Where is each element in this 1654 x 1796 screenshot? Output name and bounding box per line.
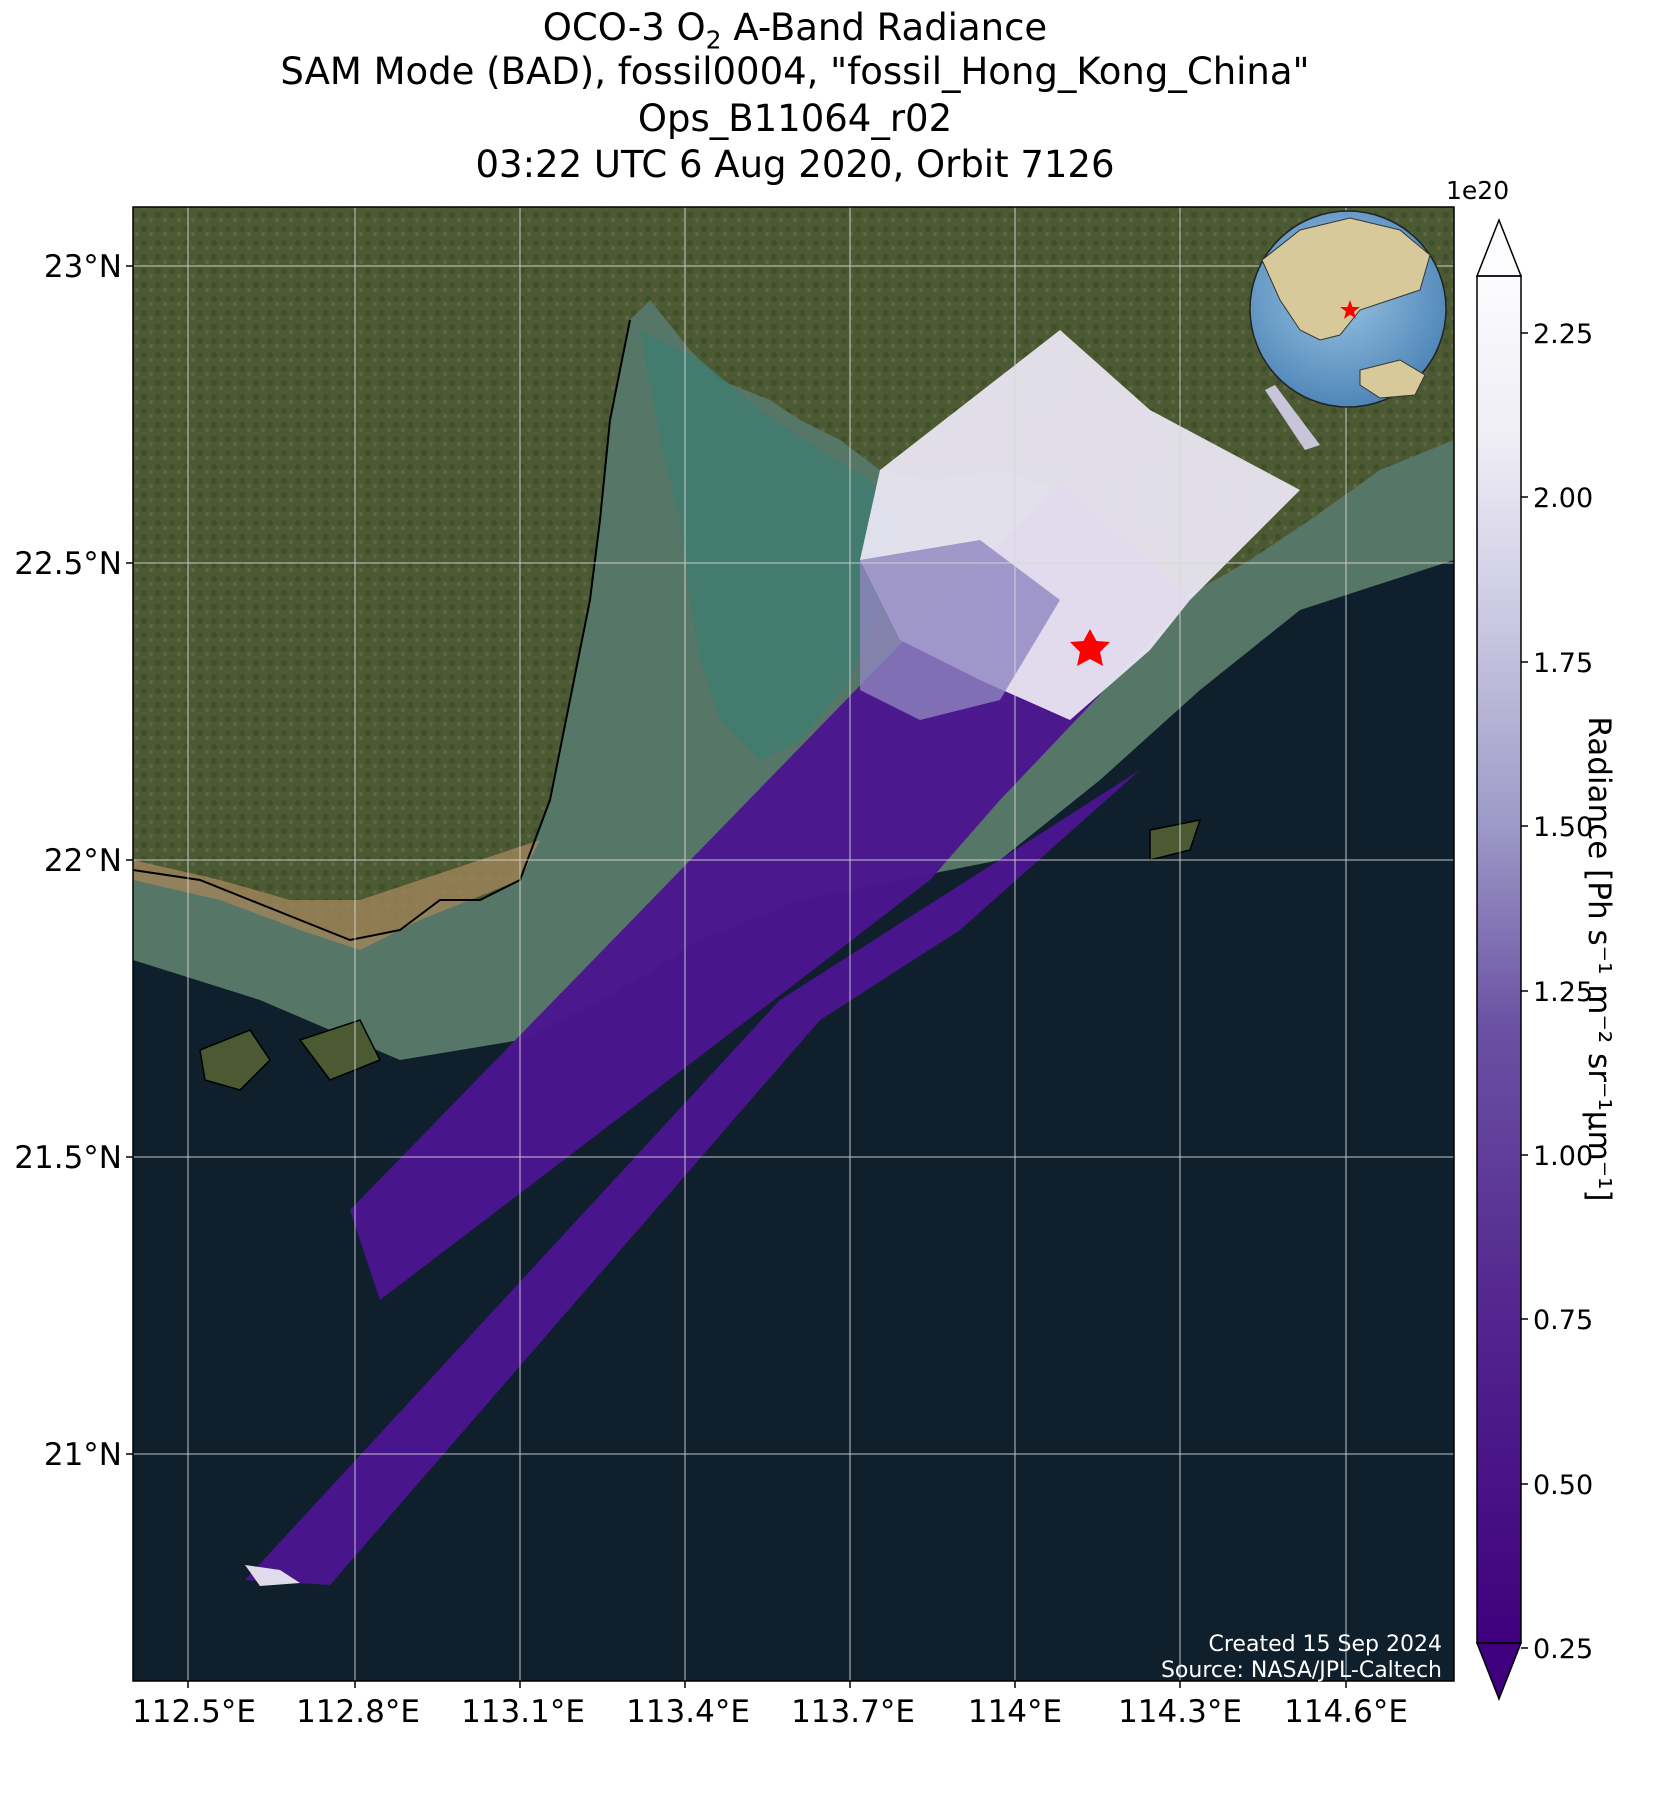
- created-note: Created 15 Sep 2024: [1208, 1632, 1443, 1657]
- colorbar-tick-label: 1.75: [1533, 648, 1593, 679]
- lon-tick-label: 112.5°E: [132, 1694, 256, 1730]
- colorbar-tick-label: 0.50: [1533, 1470, 1593, 1501]
- coastline: [133, 319, 631, 942]
- lat-tick-label: 21.5°N: [14, 1140, 122, 1176]
- lat-ticks: 23°N 22.5°N 22°N 21.5°N 21°N: [14, 249, 133, 1473]
- title-line-3: Ops_B11064_r02: [637, 97, 953, 140]
- lon-tick-label: 114.3°E: [1118, 1694, 1242, 1730]
- globe-star-icon: [1340, 300, 1360, 319]
- lon-ticks: 112.5°E 112.8°E 113.1°E 113.4°E 113.7°E …: [132, 1681, 1408, 1730]
- title-line-2: SAM Mode (BAD), fossil0004, "fossil_Hong…: [280, 50, 1310, 93]
- lon-tick-label: 113.1°E: [461, 1694, 585, 1730]
- colorbar-tick-label: 1.50: [1533, 812, 1593, 843]
- title-line-1: OCO-3 O2 A-Band Radiance: [542, 6, 1048, 55]
- lat-tick-label: 22.5°N: [14, 546, 122, 582]
- radiance-swaths: [245, 330, 1320, 1586]
- lat-tick-label: 22°N: [44, 843, 122, 879]
- title-line-4: 03:22 UTC 6 Aug 2020, Orbit 7126: [475, 143, 1115, 186]
- lat-tick-label: 21°N: [44, 1437, 122, 1473]
- globe-land-australia: [1359, 359, 1426, 399]
- lon-tick-label: 114°E: [968, 1694, 1062, 1730]
- globe-land: [1261, 217, 1431, 341]
- lon-tick-label: 114.6°E: [1284, 1694, 1408, 1730]
- graticule: [133, 207, 1454, 1681]
- swath-2: [245, 770, 1140, 1585]
- target-star-icon: [1070, 629, 1110, 666]
- colorbar: 0.25 0.50 0.75 1.00 1.25 1.50 1.75 2.00 …: [1475, 217, 1593, 1702]
- colorbar-tick-label: 1.25: [1533, 977, 1593, 1008]
- colorbar-tick-label: 0.75: [1533, 1305, 1593, 1336]
- source-note: Source: NASA/JPL-Caltech: [1160, 1658, 1442, 1683]
- colorbar-tick-label: 0.25: [1533, 1634, 1593, 1665]
- colorbar-label: Radiance [Ph s⁻¹ m⁻² sr⁻¹μm⁻¹]: [1581, 716, 1617, 1202]
- lon-tick-label: 113.4°E: [626, 1694, 750, 1730]
- colorbar-tick-label: 1.00: [1533, 1141, 1593, 1172]
- lat-tick-label: 23°N: [44, 249, 122, 285]
- colorbar-ticks: 0.25 0.50 0.75 1.00 1.25 1.50 1.75 2.00 …: [1521, 319, 1593, 1665]
- swath-top-strip: [1265, 385, 1320, 450]
- inset-globe: [1249, 210, 1447, 408]
- colorbar-tick-label: 2.00: [1533, 483, 1593, 514]
- muddy-delta: [133, 840, 540, 950]
- colorbar-exponent: 1e20: [1446, 176, 1510, 205]
- colorbar-gradient: [1477, 276, 1521, 1643]
- colorbar-frame: [1476, 275, 1522, 1644]
- swath-tip: [245, 1565, 300, 1586]
- islands: [199, 819, 1202, 1091]
- map-area: [133, 207, 1454, 1681]
- colorbar-tick-label: 2.25: [1533, 319, 1593, 350]
- colorbar-extend-max: [1475, 217, 1523, 277]
- map-frame: [132, 206, 1455, 1682]
- lon-tick-label: 112.8°E: [296, 1694, 420, 1730]
- colorbar-extend-min: [1475, 1642, 1523, 1702]
- estuary-water: [640, 330, 900, 760]
- lon-tick-label: 113.7°E: [791, 1694, 915, 1730]
- swath-mid: [860, 540, 1060, 720]
